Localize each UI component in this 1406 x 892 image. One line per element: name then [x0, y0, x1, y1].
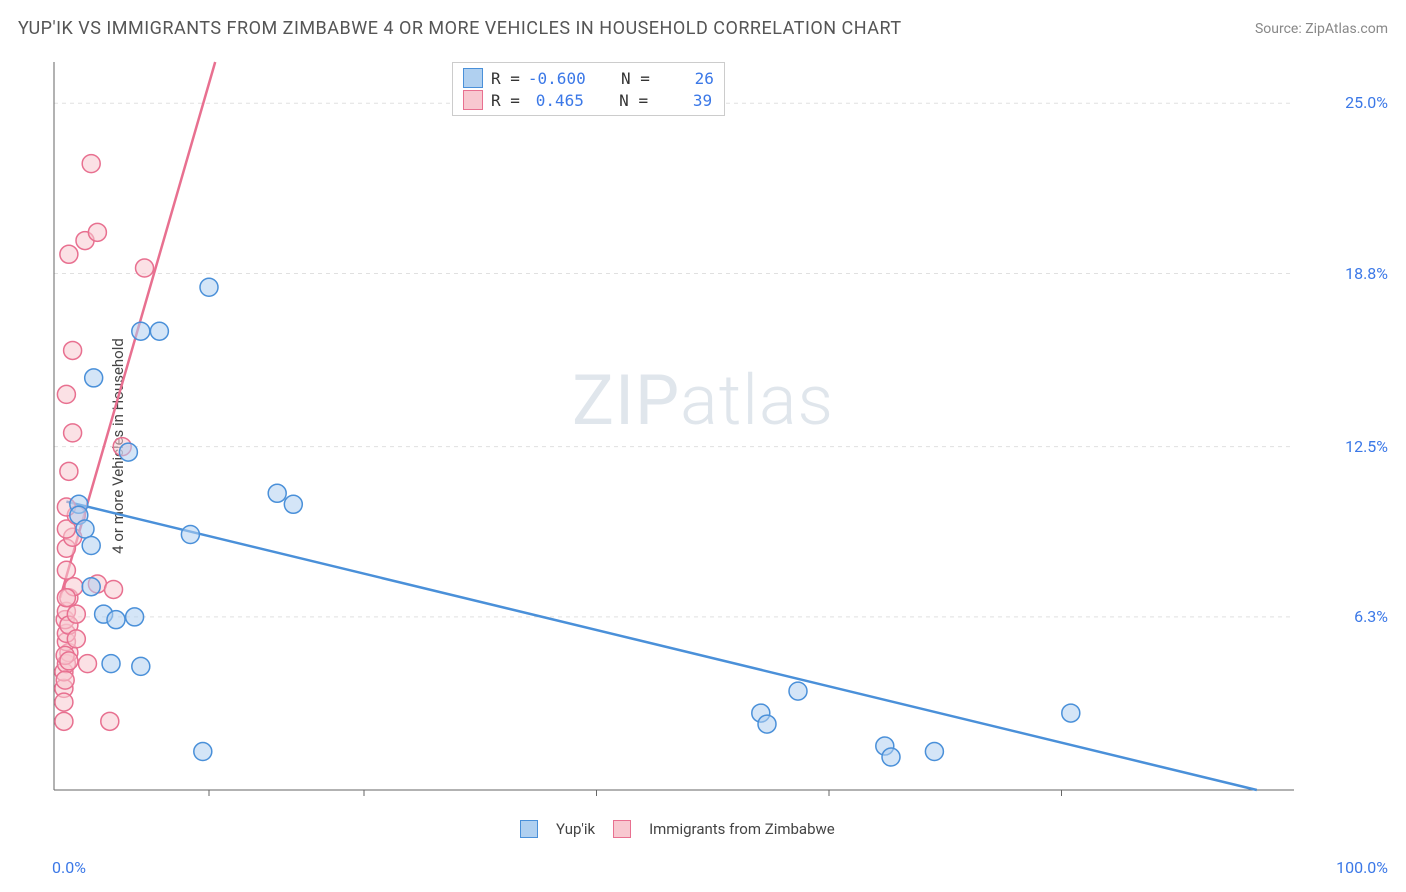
series-legend: Yup'ik Immigrants from Zimbabwe: [520, 820, 835, 838]
r-value-1: -0.600: [528, 69, 586, 88]
scatter-chart: [52, 60, 1344, 810]
swatch-pink-icon: [463, 90, 483, 110]
chart-title: YUP'IK VS IMMIGRANTS FROM ZIMBABWE 4 OR …: [18, 18, 902, 39]
plot-area: [52, 60, 1344, 810]
source-label: Source: ZipAtlas.com: [1255, 21, 1388, 37]
stats-legend: R = -0.600 N = 26 R = 0.465 N = 39: [452, 62, 725, 116]
n-value-1: 26: [658, 69, 714, 88]
r-label2: R =: [491, 91, 520, 110]
stats-row-series1: R = -0.600 N = 26: [463, 67, 714, 89]
legend-label-1: Yup'ik: [556, 820, 595, 838]
legend-swatch-pink-icon: [613, 820, 631, 838]
n-label2: N =: [619, 91, 648, 110]
y-tick-label: 25.0%: [1345, 93, 1388, 112]
stats-row-series2: R = 0.465 N = 39: [463, 89, 714, 111]
n-label: N =: [621, 69, 650, 88]
r-value-2: 0.465: [528, 91, 584, 110]
swatch-blue-icon: [463, 68, 483, 88]
legend-swatch-blue-icon: [520, 820, 538, 838]
legend-label-2: Immigrants from Zimbabwe: [649, 820, 835, 838]
y-tick-label: 18.8%: [1345, 264, 1388, 283]
y-tick-label: 12.5%: [1345, 437, 1388, 456]
header-bar: YUP'IK VS IMMIGRANTS FROM ZIMBABWE 4 OR …: [18, 18, 1388, 39]
y-tick-label: 6.3%: [1354, 607, 1388, 626]
r-label: R =: [491, 69, 520, 88]
x-tick-min: 0.0%: [52, 858, 86, 877]
x-tick-max: 100.0%: [1336, 858, 1388, 877]
n-value-2: 39: [656, 91, 712, 110]
